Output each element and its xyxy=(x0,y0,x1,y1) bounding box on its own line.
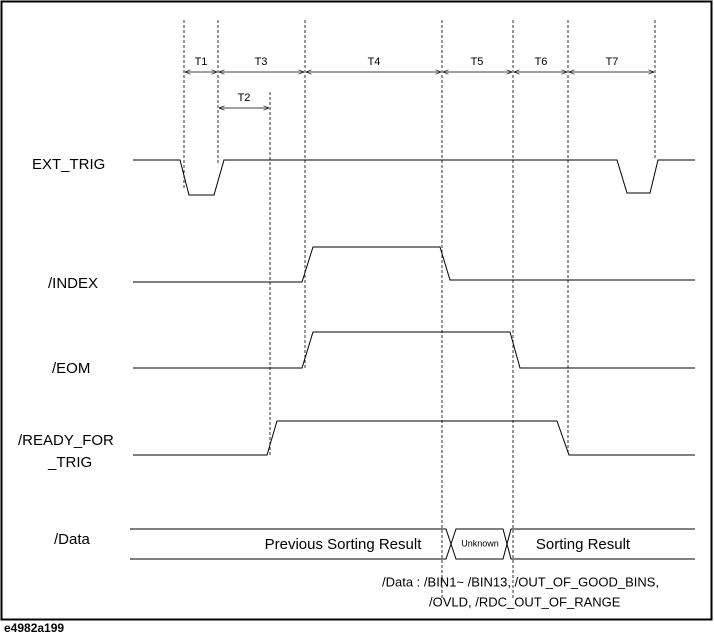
timing-label: T6 xyxy=(535,56,548,68)
bus-segment-label: Unknown xyxy=(461,538,499,548)
timing-label: T2 xyxy=(238,92,251,104)
figure-id: e4982a199 xyxy=(4,621,64,635)
signal-label: /INDEX xyxy=(48,275,98,292)
timing-label: T3 xyxy=(255,56,268,68)
timing-label: T5 xyxy=(471,56,484,68)
signal-label: /Data xyxy=(54,531,91,548)
timing-label: T1 xyxy=(195,56,208,68)
note: /Data : /BIN1~ /BIN13, /OUT_OF_GOOD_BINS… xyxy=(382,574,659,589)
timing-label: T7 xyxy=(606,56,619,68)
waveform xyxy=(133,159,695,196)
waveform xyxy=(133,420,695,456)
bus-segment-label: Sorting Result xyxy=(536,536,631,553)
bus-segment-label: Previous Sorting Result xyxy=(265,536,423,553)
signal-label: EXT_TRIG xyxy=(32,156,105,173)
timing-label: T4 xyxy=(368,56,381,68)
timing-arrows xyxy=(185,72,654,108)
waveform xyxy=(133,246,695,283)
note: /OVLD, /RDC_OUT_OF_RANGE xyxy=(429,594,621,609)
frame xyxy=(0,0,713,621)
signal-label: /READY_FOR xyxy=(18,432,114,449)
signal-label: _TRIG xyxy=(47,454,92,471)
data-bus xyxy=(130,528,695,560)
guide-lines xyxy=(183,20,656,600)
signal-label: /EOM xyxy=(52,360,90,377)
waveform xyxy=(133,331,695,369)
